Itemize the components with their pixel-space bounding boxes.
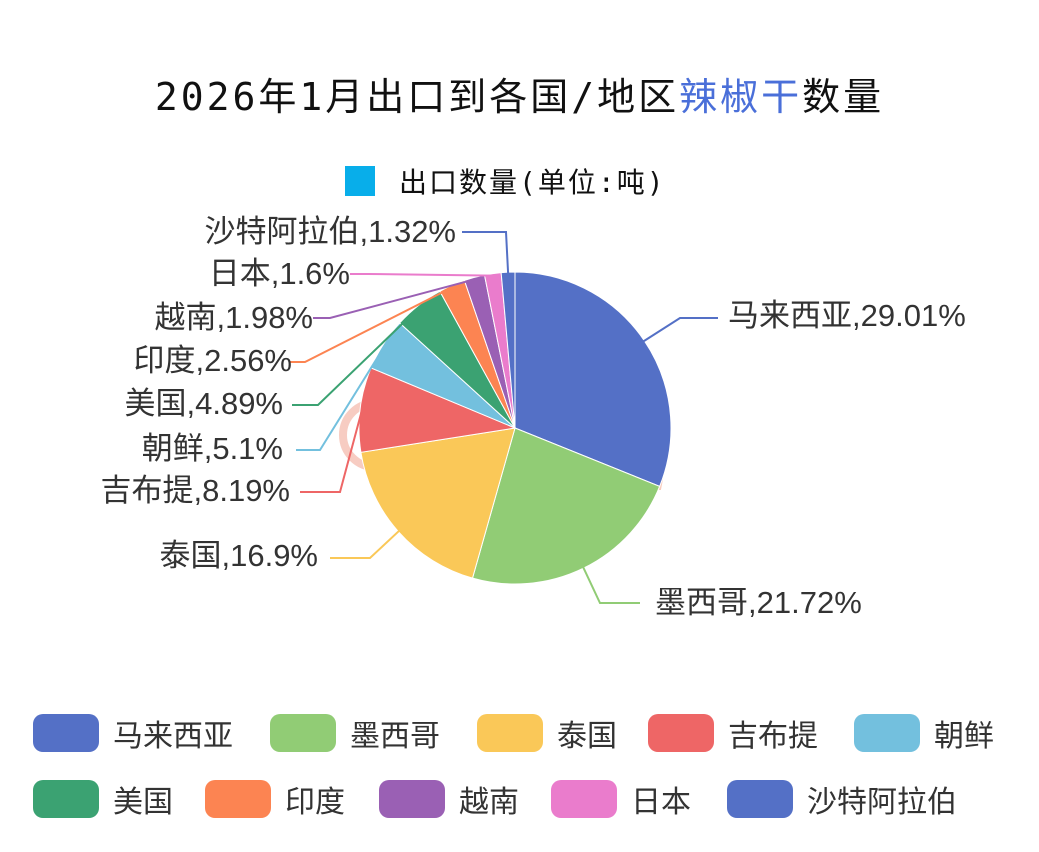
legend-swatch [477,714,543,752]
leader-line-6 [292,306,421,406]
legend-swatch [33,780,99,818]
legend-item-3[interactable]: 泰国 [477,711,617,755]
pie-label-5: 朝鲜,5.1% [142,431,283,466]
legend-label: 吉布提 [728,719,818,754]
pie-leader-lines [290,231,718,604]
pie-label-1: 马来西亚,29.01% [728,298,966,333]
pie-label-6: 美国,4.89% [124,386,283,421]
legend-item-8[interactable]: 越南 [379,777,519,821]
legend-swatch [379,780,445,818]
leader-line-9 [350,273,494,277]
series-legend-swatch [345,166,375,196]
legend-swatch [33,714,99,752]
legend-swatch [270,714,336,752]
title-suffix: 数量 [802,75,885,119]
legend-swatch [205,780,271,818]
legend-item-2[interactable]: 墨西哥 [270,711,440,755]
series-legend[interactable]: 出口数量(单位:吨) [345,164,666,199]
leader-line-5 [296,344,386,451]
legend-label: 越南 [459,785,519,820]
legend-item-7[interactable]: 印度 [205,777,345,821]
leader-line-10 [462,231,510,275]
pie-label-7: 印度,2.56% [133,343,292,378]
pie-label-4: 吉布提,8.19% [100,473,290,508]
leader-line-3 [330,529,401,559]
pie-label-3: 泰国,16.9% [159,538,318,573]
pie-slices [358,271,672,585]
series-legend-label: 出口数量(单位:吨) [399,166,666,199]
legend-label: 朝鲜 [934,719,994,754]
legend-label: 美国 [113,785,173,820]
legend-label: 日本 [631,785,691,820]
chart-title: 2026年1月出口到各国/地区辣椒干数量 [0,66,1039,121]
legend-item-10[interactable]: 沙特阿拉伯 [727,777,957,821]
legend-swatch [648,714,714,752]
legend-swatch [727,780,793,818]
pie-label-2: 墨西哥,21.72% [655,585,862,620]
legend-label: 印度 [285,785,345,820]
title-highlight: 辣椒干 [679,75,803,119]
leader-line-8 [313,278,476,319]
legend-label: 墨西哥 [350,719,440,754]
leader-line-2 [581,565,640,604]
legend-item-5[interactable]: 朝鲜 [854,711,994,755]
legend-item-1[interactable]: 马来西亚 [33,711,233,755]
legend-swatch [854,714,920,752]
pie-labels: 马来西亚,29.01% 墨西哥,21.72% 泰国,16.9% 吉布提,8.19% 朝鲜… [100,214,965,620]
pie-label-8: 越南,1.98% [154,300,313,335]
legend-item-9[interactable]: 日本 [551,777,691,821]
leader-line-1 [642,317,718,343]
pie-label-10: 沙特阿拉伯,1.32% [204,214,456,249]
legend-swatch [551,780,617,818]
legend-item-6[interactable]: 美国 [33,777,173,821]
legend-label: 沙特阿拉伯 [807,785,957,820]
title-prefix: 2026年1月出口到各国/地区 [154,75,680,119]
legend-label: 泰国 [557,719,617,754]
leader-line-7 [290,286,454,363]
legend-item-4[interactable]: 吉布提 [648,711,818,755]
leader-line-4 [300,409,364,493]
legend-label: 马来西亚 [113,719,233,754]
pie-label-9: 日本,1.6% [209,256,350,291]
